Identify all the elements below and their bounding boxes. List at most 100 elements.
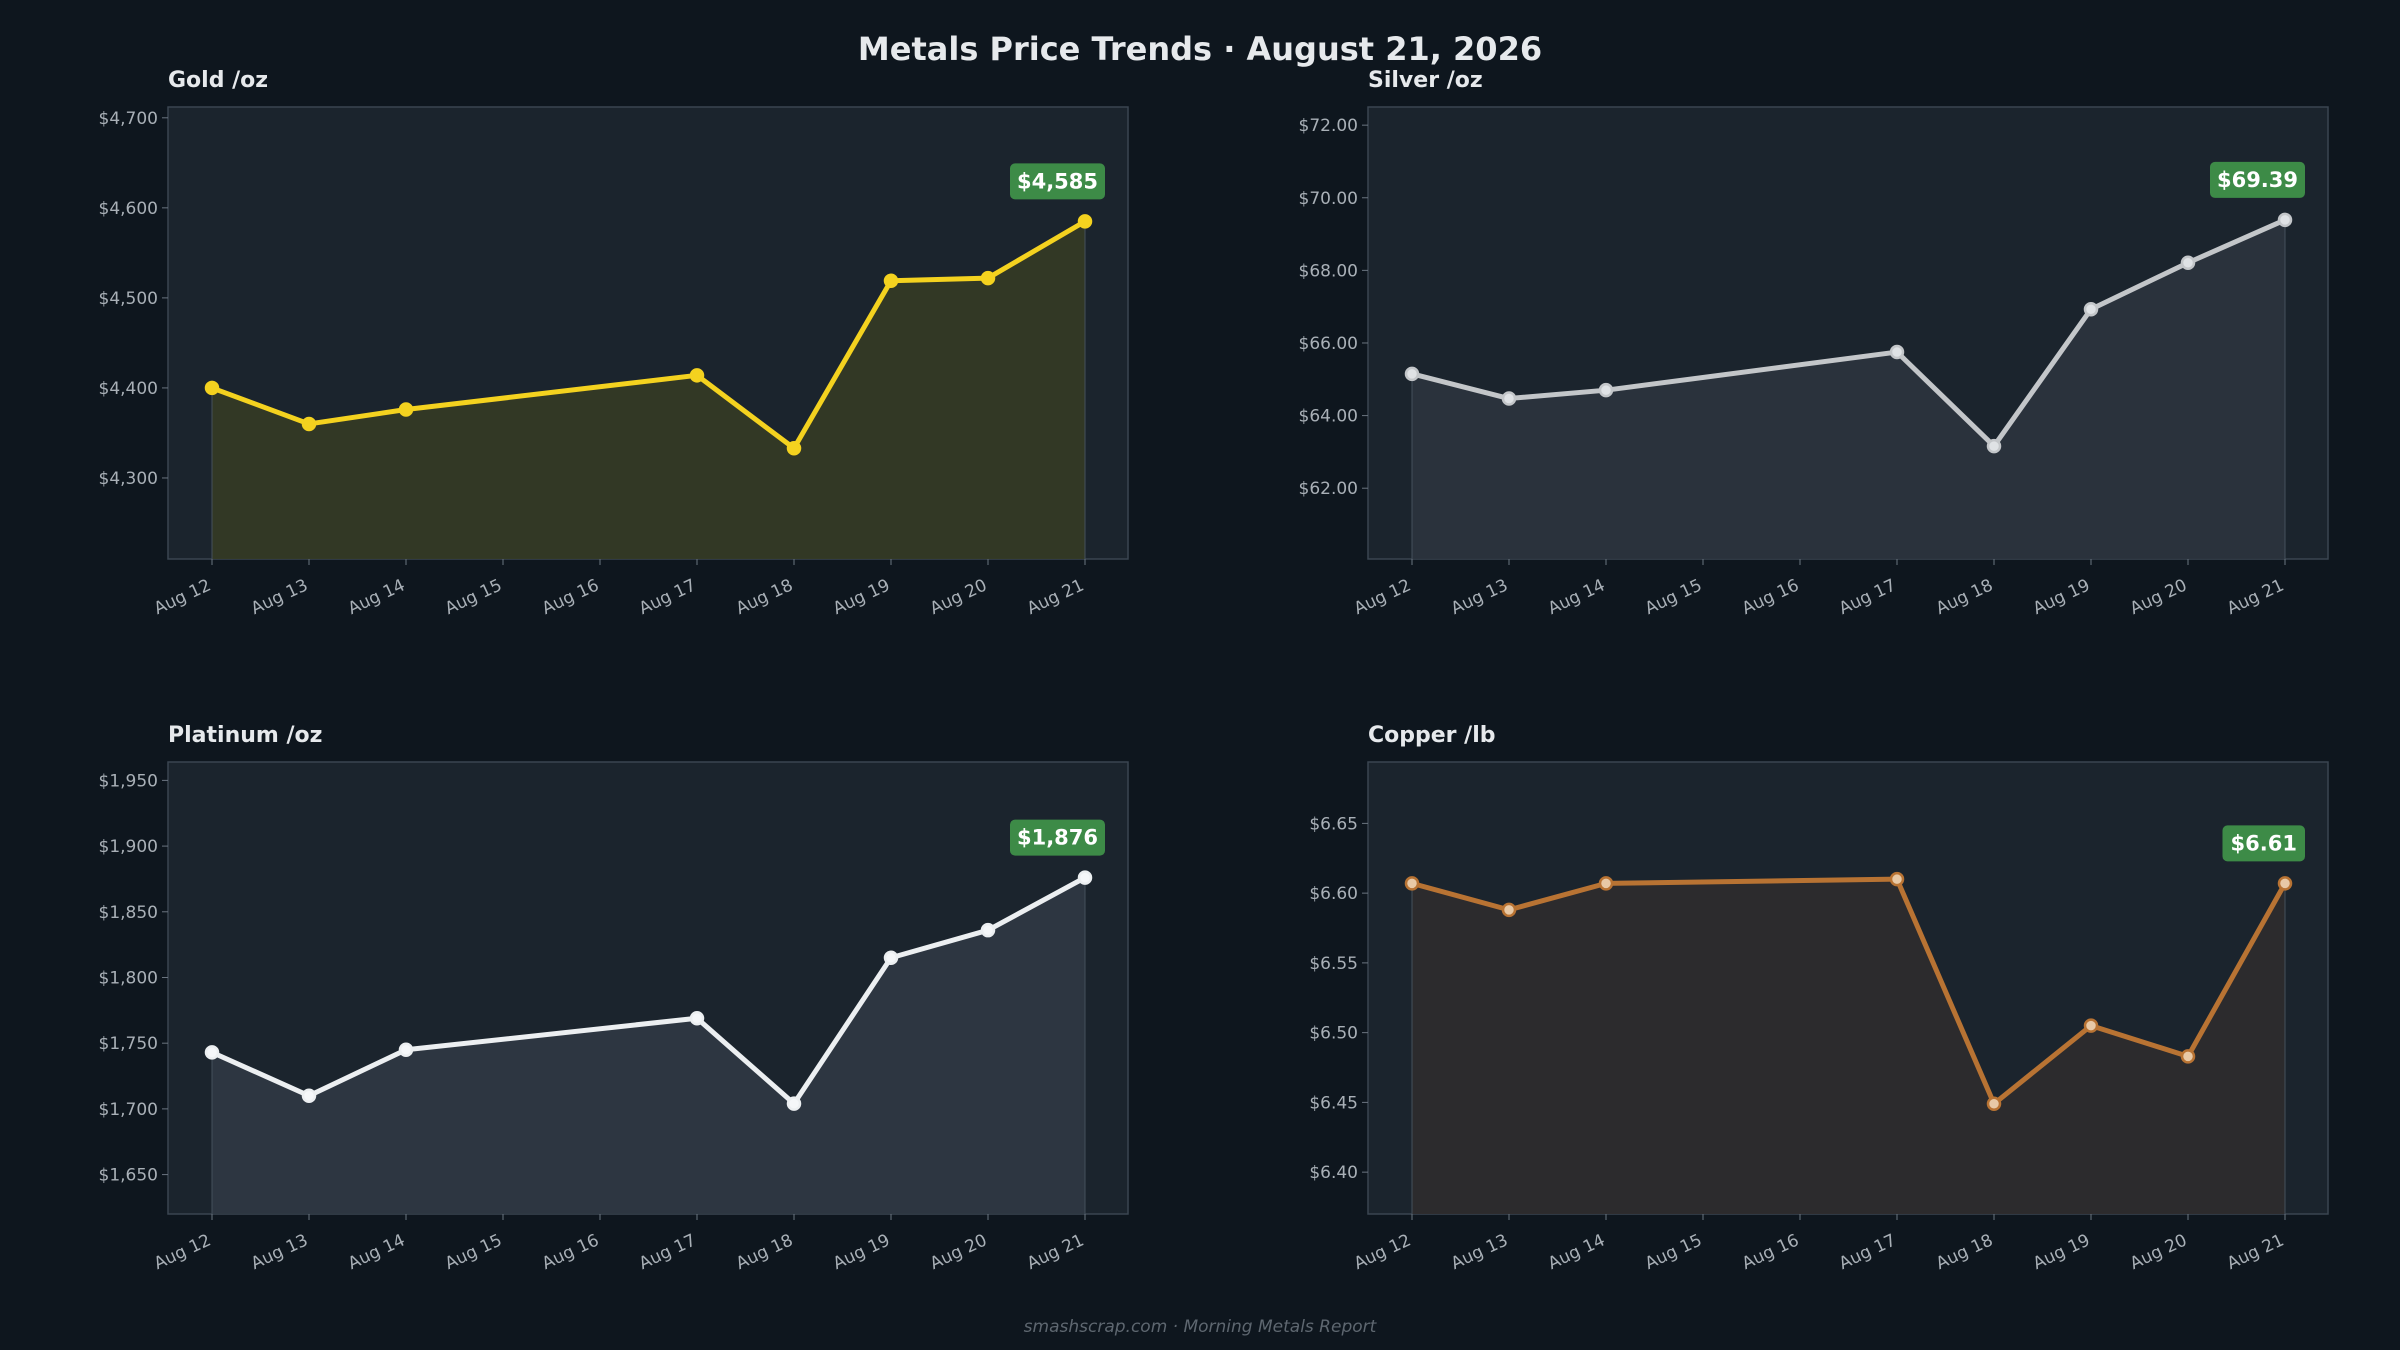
platinum-y-tick-label: $1,900 [99,837,158,857]
platinum-x-tick-label: Aug 21 [1024,1230,1087,1274]
platinum-x-tick-label: Aug 12 [151,1230,214,1274]
silver-x-tick-label: Aug 19 [2030,575,2093,619]
platinum-y-tick-label: $1,650 [99,1166,158,1186]
gold-y-tick-label: $4,600 [99,199,158,219]
silver-data-point [2277,212,2293,228]
silver-y-tick-label: $72.00 [1299,116,1358,136]
platinum-data-point [689,1010,705,1026]
platinum-area-fill [212,877,1085,1214]
silver-chart: Silver /oz $62.00 $64.00 $66.00 $68.00 $70.00… [1299,68,2329,619]
silver-x-tick-label: Aug 20 [2127,575,2190,619]
gold-chart-title: Gold /oz [168,68,268,93]
silver-series-line [1409,217,2288,449]
silver-x-tick-label: Aug 21 [2224,575,2287,619]
platinum-data-point [883,950,899,966]
footer-credit: smashscrap.com · Morning Metals Report [1023,1317,1377,1337]
platinum-data-point [980,922,996,938]
platinum-data-point [301,1088,317,1103]
platinum-y-tick-label: $1,800 [99,968,158,988]
copper-data-point [2180,1049,2196,1064]
copper-x-tick-label: Aug 16 [1739,1230,1802,1274]
gold-y-tick-label: $4,300 [99,469,158,489]
platinum-x-tick-label: Aug 20 [927,1230,990,1274]
copper-y-tick-label: $6.50 [1309,1024,1358,1044]
gold-series-line [209,218,1088,451]
platinum-data-point [398,1042,414,1058]
platinum-chart: Platinum /oz $1,650 $1,700 $1,750 $1,800 $1,8… [99,723,1129,1274]
copper-y-tick-label: $6.40 [1309,1163,1358,1183]
platinum-data-point [204,1045,220,1060]
platinum-x-tick-label: Aug 13 [248,1230,311,1274]
platinum-x-tick-label: Aug 14 [345,1230,408,1274]
gold-data-point [786,441,802,456]
platinum-x-tick-label: Aug 17 [636,1230,699,1274]
copper-x-tick-label: Aug 14 [1545,1230,1608,1274]
silver-y-tick-label: $64.00 [1299,407,1358,427]
copper-x-tick-label: Aug 18 [1933,1230,1996,1274]
silver-x-tick-label: Aug 15 [1642,575,1705,619]
platinum-data-point [786,1096,802,1111]
copper-data-point [1598,876,1614,891]
copper-x-tick-label: Aug 15 [1642,1230,1705,1274]
copper-y-tick-label: $6.55 [1309,954,1358,974]
silver-x-tick-label: Aug 14 [1545,575,1608,619]
platinum-x-tick-label: Aug 18 [733,1230,796,1274]
gold-data-point [689,368,705,383]
gold-last-value-badge [1010,163,1105,200]
gold-data-point [883,273,899,289]
copper-last-value-label: $6.61 [2231,831,2297,855]
silver-x-tick-label: Aug 17 [1836,575,1899,619]
gold-y-tick-label: $4,400 [99,379,158,399]
copper-x-tick-label: Aug 20 [2127,1230,2190,1274]
gold-x-tick-label: Aug 21 [1024,575,1087,619]
copper-x-tick-label: Aug 19 [2030,1230,2093,1274]
platinum-x-tick-label: Aug 15 [442,1230,505,1274]
silver-data-point [1986,438,2002,454]
platinum-y-tick-label: $1,850 [99,903,158,923]
silver-y-tick-label: $70.00 [1299,189,1358,209]
platinum-last-value-label: $1,876 [1017,826,1098,850]
silver-data-point [1404,366,1420,382]
gold-y-tick-label: $4,500 [99,289,158,309]
copper-series-line [1409,876,2288,1107]
platinum-x-tick-label: Aug 19 [830,1230,893,1274]
platinum-data-point [1077,870,1093,885]
copper-chart-title: Copper /lb [1368,723,1496,748]
gold-last-value-label: $4,585 [1017,169,1098,193]
silver-area-fill [1412,219,2285,559]
platinum-y-tick-label: $1,950 [99,771,158,791]
copper-y-tick-label: $6.65 [1309,814,1358,834]
copper-y-tick-label: $6.60 [1309,884,1358,904]
silver-y-tick-label: $62.00 [1299,479,1358,499]
copper-last-value-badge [2222,825,2305,862]
silver-x-tick-label: Aug 12 [1351,575,1414,619]
silver-data-point [2180,255,2196,270]
platinum-y-tick-label: $1,750 [99,1034,158,1054]
gold-x-tick-label: Aug 18 [733,575,796,619]
gold-data-point [398,402,414,417]
copper-data-point [1501,902,1517,918]
silver-x-tick-label: Aug 13 [1448,575,1511,619]
gold-area-fill [212,221,1085,560]
silver-y-tick-label: $66.00 [1299,334,1358,354]
gold-chart: Gold /oz $4,300 $4,400 $4,500 $4,600 $4,700 Au… [99,68,1129,619]
silver-last-value-label: $69.39 [2217,168,2298,192]
copper-area-fill [1412,879,2285,1214]
gold-data-point [980,270,996,286]
silver-last-value-badge [2210,161,2305,198]
gold-x-tick-label: Aug 12 [151,575,214,619]
gold-data-point [1077,214,1093,229]
gold-x-tick-label: Aug 13 [248,575,311,619]
platinum-y-tick-label: $1,700 [99,1100,158,1120]
platinum-x-tick-label: Aug 16 [539,1230,602,1274]
silver-data-point [1598,382,1614,398]
copper-data-point [1986,1096,2002,1112]
copper-x-tick-label: Aug 17 [1836,1230,1899,1274]
silver-data-point [1889,344,1905,360]
gold-x-tick-label: Aug 16 [539,575,602,619]
gold-x-tick-label: Aug 20 [927,575,990,619]
platinum-series-line [209,875,1088,1107]
copper-data-point [2083,1018,2099,1033]
gold-data-point [204,380,220,396]
